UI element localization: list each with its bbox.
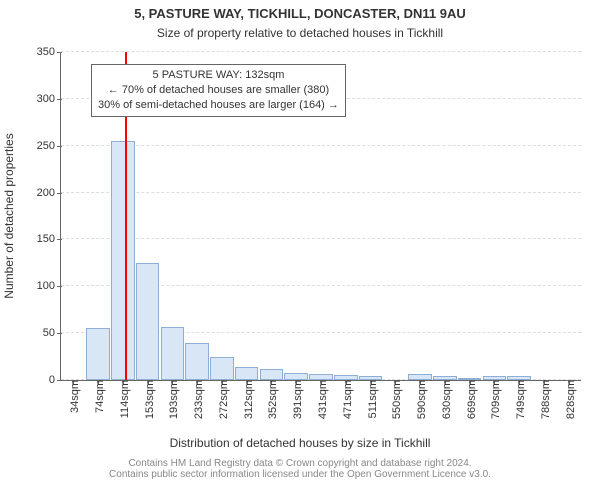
page-title: 5, PASTURE WAY, TICKHILL, DONCASTER, DN1… [0,6,600,21]
x-axis-label: Distribution of detached houses by size … [0,436,600,450]
histogram-bar [507,376,531,380]
y-axis-label: Number of detached properties [2,133,16,298]
annotation-line: ← 70% of detached houses are smaller (38… [98,83,339,98]
histogram-bar [408,374,432,380]
y-tick-label: 150 [37,233,61,245]
histogram-bar [210,357,234,380]
credit-line: Contains HM Land Registry data © Crown c… [0,458,600,469]
x-tick-label: 590sqm [412,380,428,419]
annotation-box: 5 PASTURE WAY: 132sqm← 70% of detached h… [91,64,346,117]
histogram-bar [260,369,284,380]
x-tick-label: 630sqm [437,380,453,419]
credit-text: Contains HM Land Registry data © Crown c… [0,458,600,480]
x-tick-label: 153sqm [140,380,156,419]
histogram-bar [458,378,482,380]
y-tick-label: 350 [37,46,61,58]
y-tick-label: 100 [37,280,61,292]
annotation-line: 5 PASTURE WAY: 132sqm [98,68,339,83]
histogram-bar [334,375,358,380]
x-tick-label: 193sqm [164,380,180,419]
x-tick-label: 828sqm [561,380,577,419]
x-tick-label: 788sqm [536,380,552,419]
histogram-bar [309,374,333,380]
y-tick-label: 200 [37,187,61,199]
histogram-bar [284,373,308,380]
y-tick-label: 0 [49,374,61,386]
x-tick-label: 391sqm [288,380,304,419]
y-tick-label: 50 [43,327,61,339]
x-tick-label: 550sqm [387,380,403,419]
x-tick-label: 34sqm [65,380,81,413]
histogram-bar [161,327,185,380]
x-tick-label: 669sqm [462,380,478,419]
histogram-bar [111,141,135,380]
histogram-bar [136,263,160,380]
y-tick-label: 250 [37,140,61,152]
histogram-bar [483,376,507,380]
histogram-bar [359,376,383,380]
x-tick-label: 272sqm [214,380,230,419]
histogram-bar [86,328,110,380]
annotation-line: 30% of semi-detached houses are larger (… [98,98,339,113]
x-tick-label: 233sqm [189,380,205,419]
x-tick-label: 74sqm [90,380,106,413]
x-tick-label: 471sqm [338,380,354,419]
x-tick-label: 511sqm [363,380,379,418]
x-tick-label: 352sqm [263,380,279,419]
histogram-bar [433,376,457,380]
credit-line: Contains public sector information licen… [0,469,600,480]
histogram-bar [235,367,259,380]
histogram-plot: 5 PASTURE WAY: 132sqm← 70% of detached h… [60,52,581,381]
x-tick-label: 431sqm [313,380,329,419]
y-tick-label: 300 [37,93,61,105]
x-tick-label: 749sqm [511,380,527,419]
histogram-bar [185,343,209,380]
x-tick-label: 312sqm [239,380,255,419]
x-tick-label: 114sqm [115,380,131,418]
page-subtitle: Size of property relative to detached ho… [0,26,600,40]
x-tick-label: 709sqm [486,380,502,419]
